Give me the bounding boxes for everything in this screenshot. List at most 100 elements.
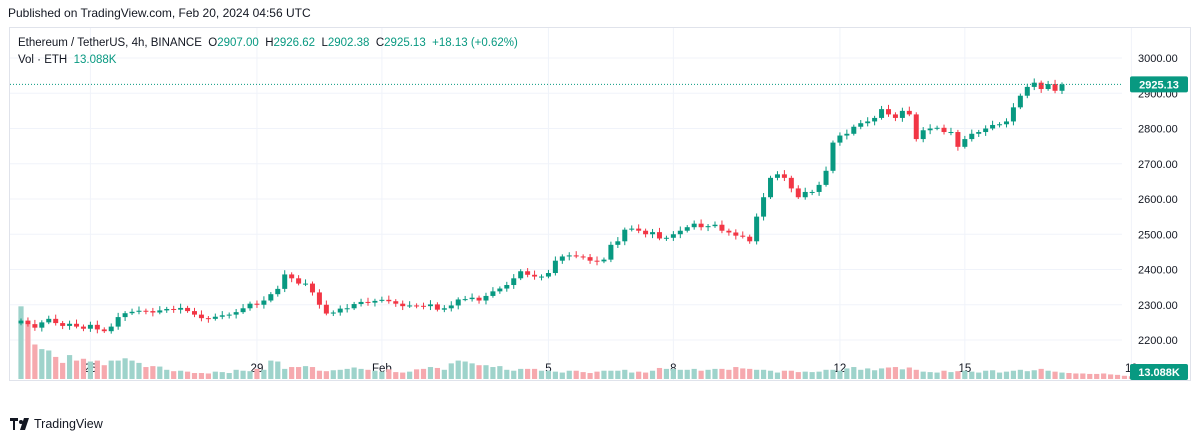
- candle-body: [379, 299, 385, 301]
- volume-bar: [309, 367, 316, 379]
- volume-bar: [379, 371, 385, 379]
- candle-body: [656, 232, 662, 239]
- volume-bar: [344, 368, 350, 379]
- candle-body: [650, 232, 656, 235]
- volume-bar: [337, 369, 343, 379]
- legend-price-line: Ethereum / TetherUS, 4h, BINANCE O2907.0…: [18, 35, 518, 52]
- volume-bar: [219, 372, 225, 379]
- volume-bar: [247, 371, 253, 379]
- candlestick-chart[interactable]: 2200.00 2300.00 2400.00 2500.00 2600.00 2700.…: [10, 28, 1192, 382]
- price-tick-label: 2500.00: [1138, 229, 1178, 241]
- symbol-name[interactable]: Ethereum / TetherUS, 4h, BINANCE: [18, 37, 202, 49]
- volume-bar: [802, 371, 808, 379]
- chart-legend: Ethereum / TetherUS, 4h, BINANCE O2907.0…: [18, 35, 518, 69]
- volume-bar: [490, 367, 496, 379]
- candle-body: [1003, 121, 1009, 125]
- volume-bar: [101, 365, 107, 379]
- candle-body: [316, 292, 322, 305]
- candle-body: [684, 227, 690, 231]
- volume-bar: [455, 360, 461, 379]
- volume-bar: [1073, 373, 1079, 379]
- candle-body: [261, 300, 267, 305]
- volume-bar: [927, 372, 933, 379]
- volume-bar: [684, 369, 690, 379]
- candle-body: [198, 314, 204, 319]
- volume-bar: [691, 368, 697, 379]
- candle-body: [948, 132, 954, 134]
- volume-bar: [254, 368, 260, 379]
- candle-body: [976, 132, 982, 134]
- candle-body: [969, 133, 975, 140]
- volume-bar: [622, 369, 628, 379]
- volume-bar: [740, 368, 746, 379]
- volume-bar: [87, 361, 93, 379]
- volume-bar: [545, 370, 552, 379]
- candle-body: [87, 324, 93, 329]
- volume-bar: [538, 370, 545, 379]
- volume-bar: [198, 373, 205, 379]
- candle-body: [809, 191, 815, 193]
- volume-bar: [25, 323, 31, 379]
- candle-body: [247, 303, 253, 309]
- candle-body: [1010, 107, 1016, 122]
- candle-body: [886, 109, 891, 115]
- candle-body: [768, 177, 774, 198]
- last-volume-badge: [1130, 364, 1188, 380]
- candle-body: [663, 237, 669, 239]
- candle-body: [906, 110, 912, 115]
- volume-bar: [178, 370, 184, 379]
- candle-body: [913, 114, 919, 140]
- volume-bar: [1087, 373, 1093, 379]
- volume-bar: [677, 369, 683, 379]
- candle-body: [865, 121, 871, 124]
- tradingview-logo[interactable]: TradingView: [10, 417, 103, 431]
- candle-body: [719, 224, 725, 231]
- price-tick-label: 2600.00: [1138, 194, 1178, 206]
- volume-bar: [427, 367, 434, 379]
- candle-body: [962, 139, 968, 147]
- candle-body: [205, 318, 211, 320]
- candle-body: [296, 278, 302, 284]
- price-tick-label: 3000.00: [1138, 53, 1178, 65]
- candle-body: [552, 260, 558, 274]
- candle-body: [233, 312, 239, 315]
- volume-bar: [226, 373, 232, 379]
- candle-body: [393, 301, 399, 304]
- candle-body: [955, 132, 961, 147]
- volume-bar: [1045, 370, 1051, 379]
- time-tick-label: 12: [834, 363, 847, 375]
- candle-body: [192, 311, 197, 315]
- volume-bar: [601, 370, 607, 379]
- volume-bar: [767, 370, 774, 379]
- candle-body: [122, 313, 128, 318]
- volume-bar: [136, 362, 142, 379]
- candle-body: [879, 109, 885, 118]
- volume-bar: [469, 363, 475, 379]
- low-label: L: [321, 37, 328, 49]
- volume-bar: [865, 368, 871, 379]
- candle-body: [566, 255, 572, 257]
- volume-bar: [386, 369, 392, 379]
- candle-body: [254, 303, 260, 305]
- candle-body: [712, 224, 718, 227]
- volume-bar: [1114, 374, 1121, 379]
- volume-value: 13.088K: [73, 54, 117, 66]
- volume-bar: [976, 372, 982, 379]
- volume-bar: [969, 371, 975, 379]
- candle-body: [372, 300, 378, 303]
- chart-frame[interactable]: 2200.00 2300.00 2400.00 2500.00 2600.00 2700.…: [9, 27, 1191, 381]
- candle-body: [18, 320, 24, 324]
- volume-bar: [899, 369, 905, 379]
- volume-bar: [726, 369, 732, 379]
- volume-bar: [511, 370, 517, 379]
- volume-bar: [760, 369, 767, 379]
- candle-body: [164, 308, 170, 311]
- volume-bar: [733, 367, 739, 379]
- volume-bar: [60, 362, 66, 379]
- volume-bar: [275, 361, 281, 379]
- volume-bar: [504, 369, 510, 379]
- volume-bar: [205, 373, 211, 379]
- candle-body: [934, 127, 940, 129]
- volume-bar: [351, 367, 357, 379]
- candle-body: [455, 299, 461, 306]
